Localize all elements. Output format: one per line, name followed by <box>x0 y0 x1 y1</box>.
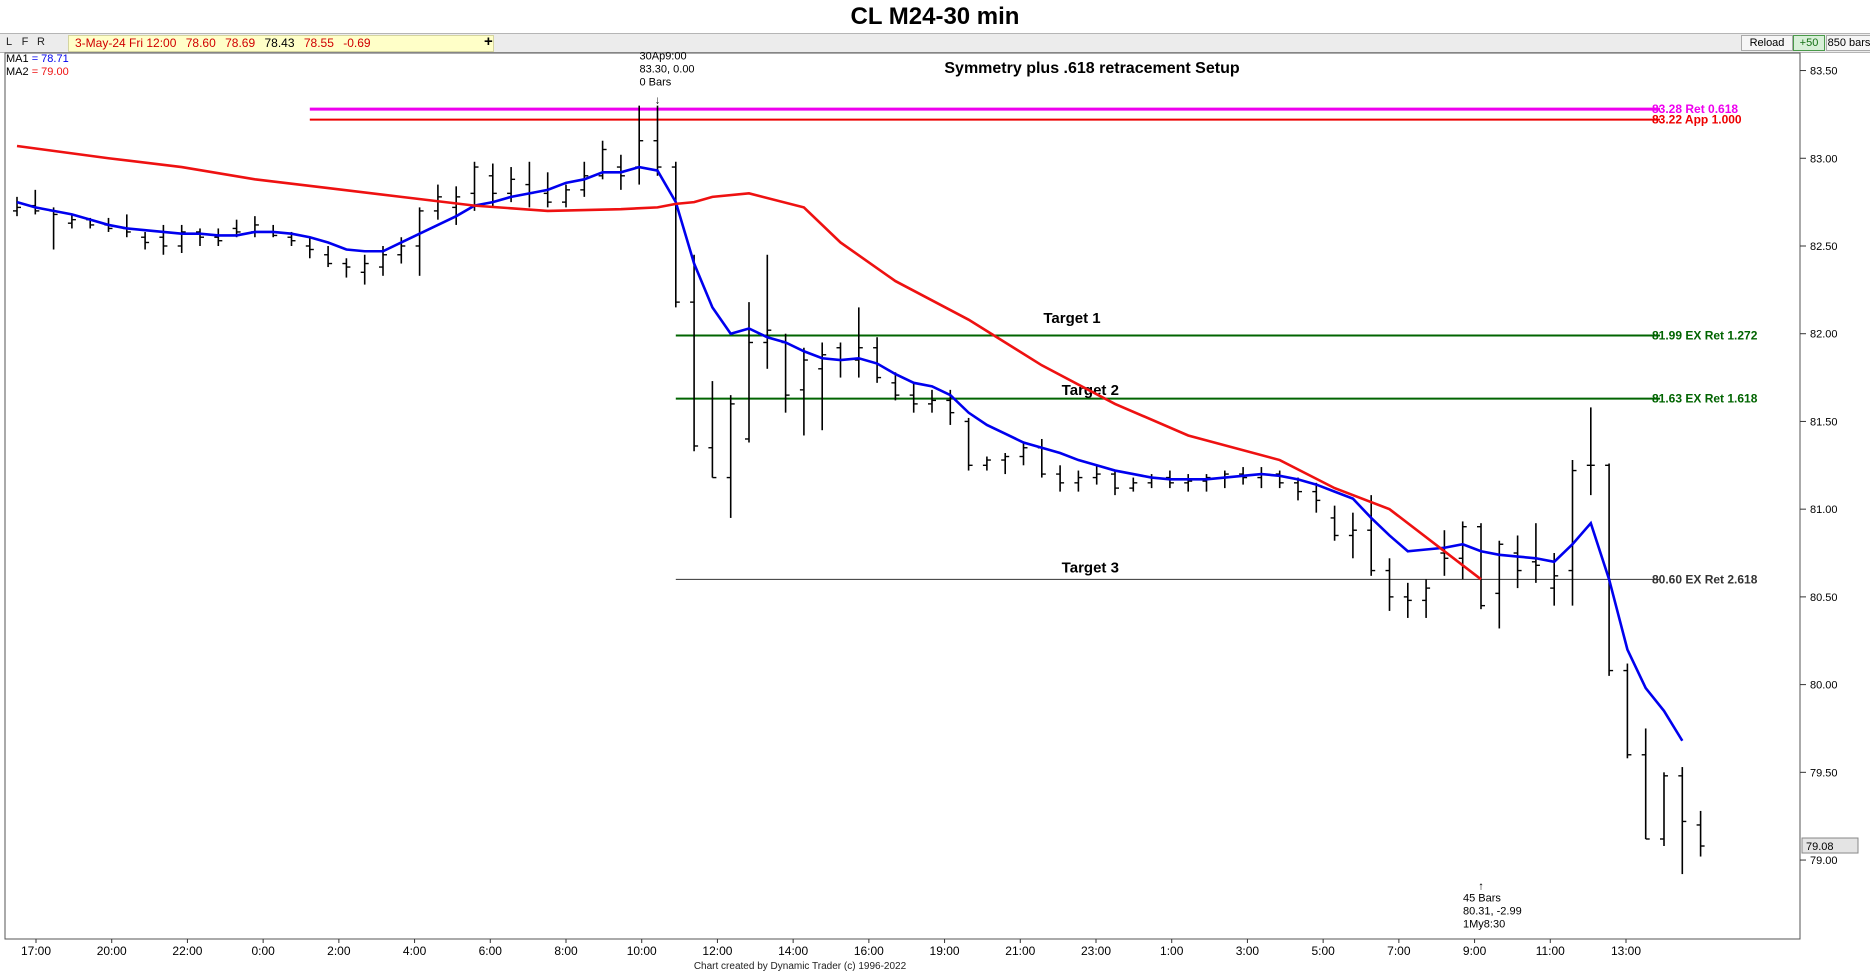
last-price-label: 79.08 <box>1806 841 1834 853</box>
high-marker-text: 30Ap9:00 <box>640 51 687 63</box>
ma2-label: MA2 <box>6 66 29 78</box>
ma2-value: = 79.00 <box>31 66 69 78</box>
y-tick-label: 83.00 <box>1810 153 1838 165</box>
x-tick-label: 5:00 <box>1311 944 1335 958</box>
up-arrow-icon: ↑ <box>1478 881 1484 893</box>
x-tick-label: 17:00 <box>21 944 51 958</box>
setup-title: Symmetry plus .618 retracement Setup <box>944 60 1239 77</box>
low-marker-text: 1My8:30 <box>1463 919 1505 931</box>
x-tick-label: 0:00 <box>251 944 275 958</box>
ma1-line <box>16 165 1684 742</box>
x-tick-label: 8:00 <box>554 944 578 958</box>
ma-legend: MA1 = 78.71 MA2 = 79.00 <box>6 53 69 79</box>
y-tick-label: 82.00 <box>1810 329 1838 341</box>
x-tick-label: 11:00 <box>1536 944 1565 958</box>
price-chart[interactable]: 79.00 79.50 80.00 80.50 81.00 81.50 82.00 82.50… <box>0 51 1870 961</box>
retracement-label: 80.60 EX Ret 2.618 <box>1652 572 1758 586</box>
y-tick-label: 79.00 <box>1810 855 1838 867</box>
x-tick-label: 14:00 <box>778 944 808 958</box>
retracement-label: 81.99 EX Ret 1.272 <box>1652 328 1758 342</box>
high-marker-text: 0 Bars <box>640 77 672 89</box>
low-marker-text: 80.31, -2.99 <box>1463 906 1522 918</box>
chart-title: CL M24-30 min <box>850 3 1020 30</box>
ma1-value: = 78.71 <box>31 53 69 65</box>
target-label: Target 1 <box>1043 310 1100 327</box>
x-tick-label: 9:00 <box>1463 944 1487 958</box>
quote-close: 78.55 <box>303 36 334 50</box>
x-tick-label: 23:00 <box>1081 944 1111 958</box>
toolbar-button-f[interactable]: F <box>21 36 29 48</box>
x-tick-label: 20:00 <box>97 944 127 958</box>
toolbar: L F R 3-May-24 Fri 12:00 78.60 78.69 78.… <box>0 33 1870 53</box>
down-arrow-icon: ↓ <box>655 95 661 107</box>
plot-frame <box>4 52 1801 940</box>
plus-50-button[interactable]: +50 <box>1793 35 1825 51</box>
quote-date: 3-May-24 Fri 12:00 <box>75 36 177 50</box>
last-price-box <box>1801 837 1859 854</box>
chart-credit: Chart created by Dynamic Trader (c) 1996… <box>693 961 907 972</box>
high-marker-text: 83.30, 0.00 <box>640 64 695 76</box>
y-tick-label: 81.00 <box>1810 504 1838 516</box>
quote-low: 78.43 <box>264 36 295 50</box>
y-tick-label: 80.00 <box>1810 680 1838 692</box>
y-tick-label: 83.50 <box>1810 66 1838 78</box>
y-tick-label: 80.50 <box>1810 592 1838 604</box>
x-tick-label: 4:00 <box>403 944 427 958</box>
x-tick-label: 3:00 <box>1236 944 1260 958</box>
bars-count-button[interactable]: 850 bars <box>1826 35 1870 51</box>
quote-open: 78.60 <box>185 36 216 50</box>
y-tick-label: 82.50 <box>1810 241 1838 253</box>
x-tick-label: 16:00 <box>854 944 884 958</box>
ma1-label: MA1 <box>6 53 29 65</box>
toolbar-button-r[interactable]: R <box>37 36 45 48</box>
low-marker-text: 45 Bars <box>1463 893 1501 905</box>
y-tick-label: 79.50 <box>1810 767 1838 779</box>
x-tick-label: 12:00 <box>702 944 732 958</box>
x-tick-label: 7:00 <box>1387 944 1411 958</box>
x-tick-label: 19:00 <box>930 944 960 958</box>
x-tick-label: 10:00 <box>627 944 657 958</box>
retracement-label: 83.28 Ret 0.618 <box>1652 102 1738 116</box>
ma1-legend-row: MA1 = 78.71 <box>6 53 69 66</box>
retracement-label: 83.22 App 1.000 <box>1652 113 1742 127</box>
x-tick-label: 1:00 <box>1160 944 1184 958</box>
ma2-line <box>16 144 1482 581</box>
ma2-legend-row: MA2 = 79.00 <box>6 66 69 79</box>
reload-button[interactable]: Reload <box>1741 35 1793 51</box>
y-tick-label: 81.50 <box>1810 416 1838 428</box>
x-tick-label: 13:00 <box>1611 944 1641 958</box>
x-tick-label: 2:00 <box>327 944 351 958</box>
quote-strip: 3-May-24 Fri 12:00 78.60 78.69 78.43 78.… <box>68 35 494 52</box>
x-tick-label: 22:00 <box>172 944 202 958</box>
toolbar-button-l[interactable]: L <box>5 36 13 48</box>
add-icon[interactable]: + <box>484 33 493 50</box>
quote-high: 78.69 <box>225 36 256 50</box>
x-tick-label: 21:00 <box>1005 944 1035 958</box>
x-tick-label: 6:00 <box>479 944 503 958</box>
quote-change: -0.69 <box>343 36 371 50</box>
target-label: Target 3 <box>1062 559 1119 576</box>
retracement-label: 81.63 EX Ret 1.618 <box>1652 392 1758 406</box>
